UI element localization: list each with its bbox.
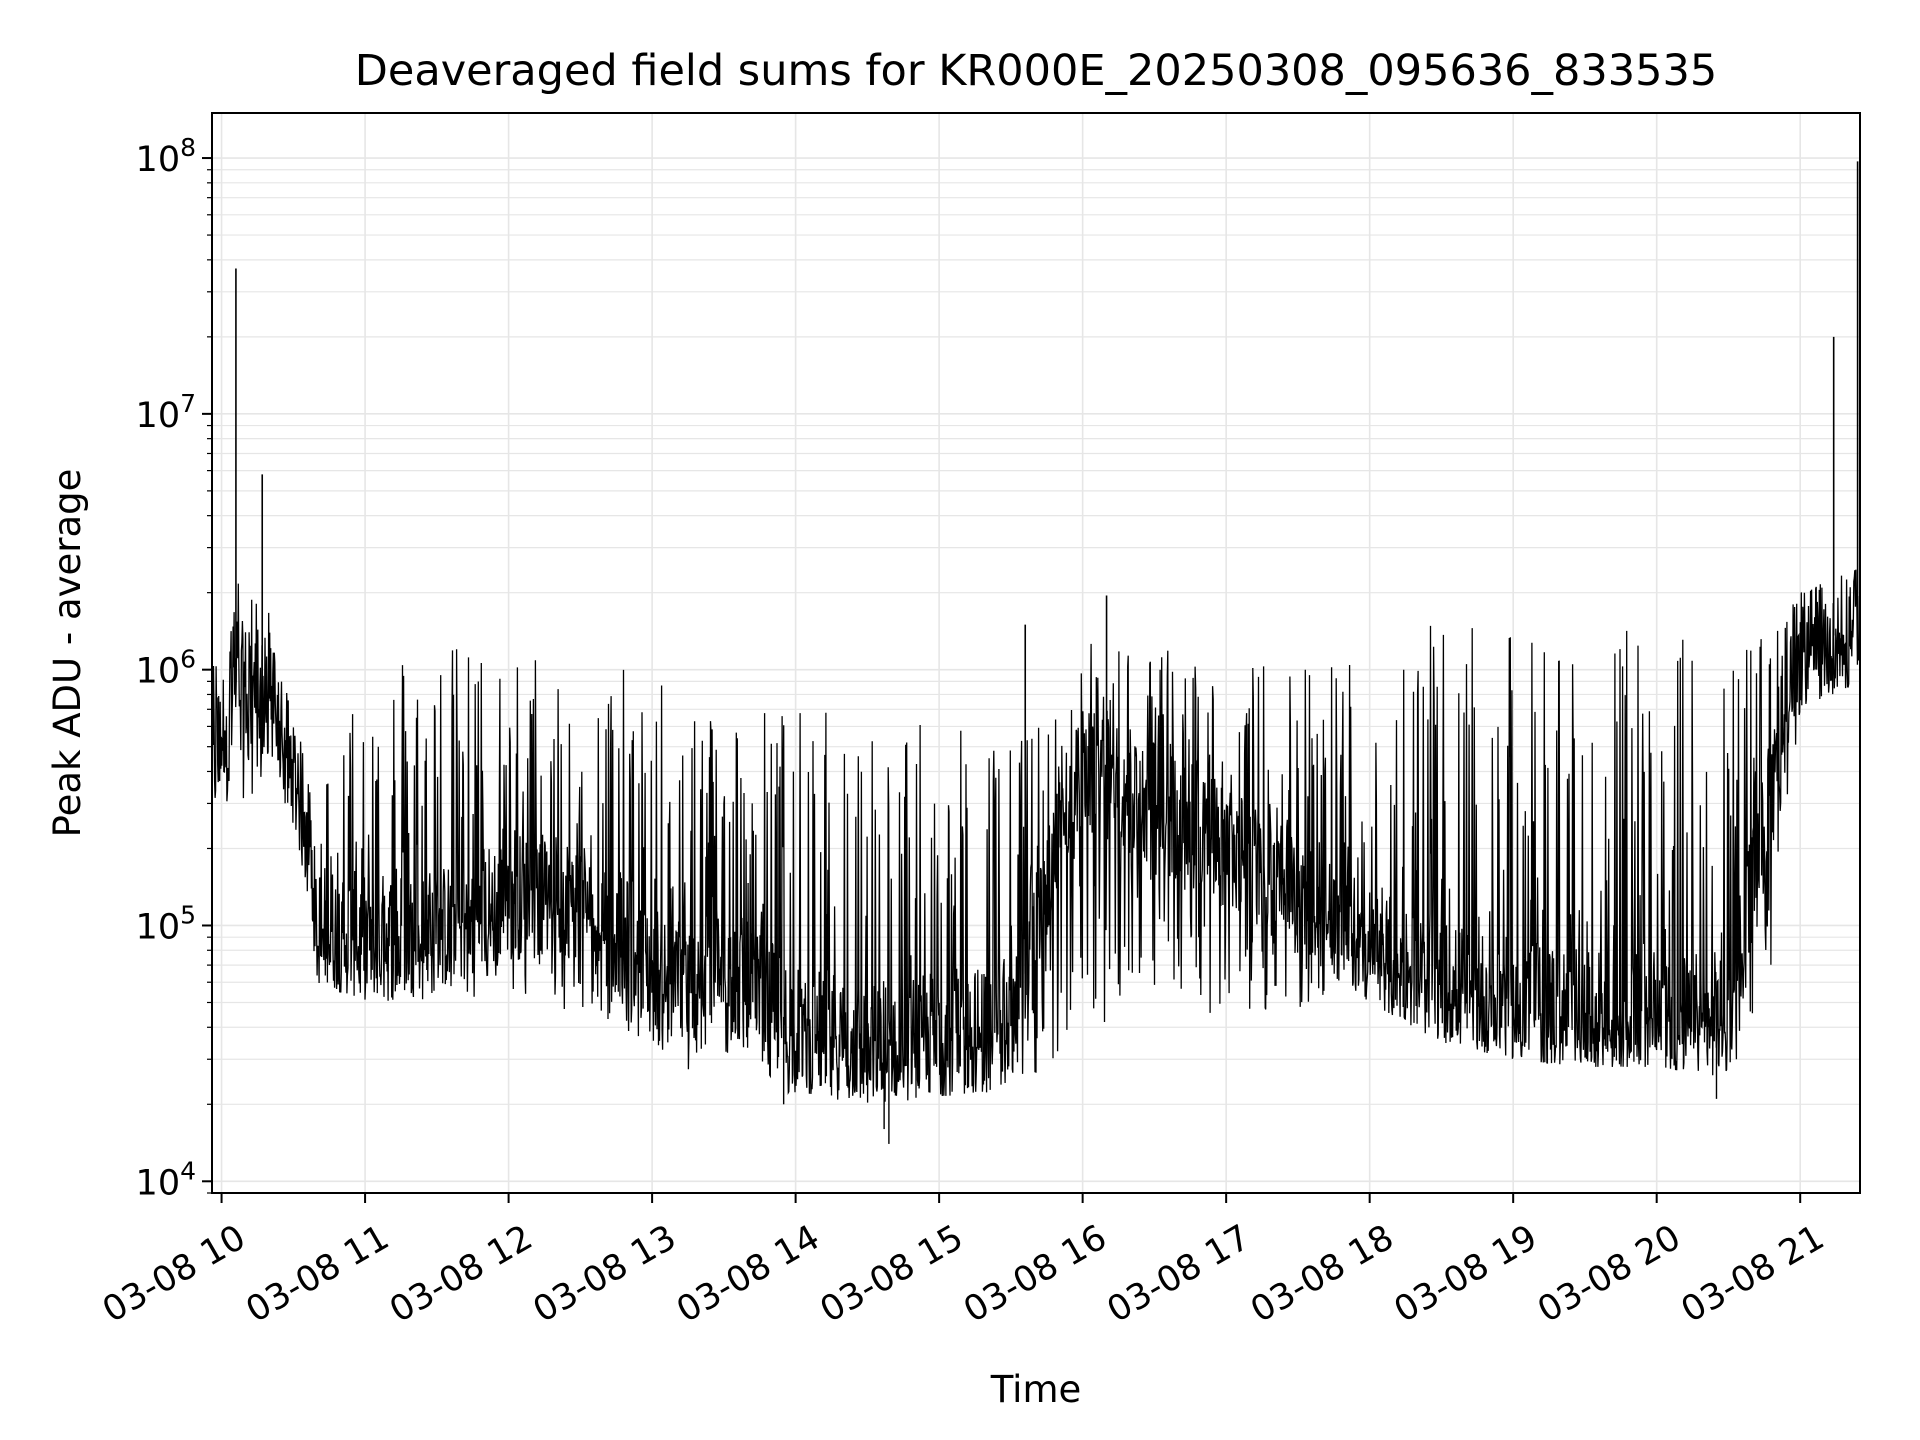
y-tick-exponent: 7 <box>180 389 196 418</box>
y-axis-label: Peak ADU - average <box>46 469 89 838</box>
plot-frame <box>211 112 1861 1194</box>
y-tick-exponent: 6 <box>180 645 196 674</box>
chart-title: Deaveraged field sums for KR000E_2025030… <box>355 46 1717 96</box>
series-line <box>211 569 1861 1103</box>
y-tick-exponent: 5 <box>180 900 196 929</box>
y-tick-exponent: 4 <box>180 1156 196 1185</box>
y-tick-exponent: 8 <box>180 133 196 162</box>
plot-area <box>211 161 1861 1144</box>
x-axis-label: Time <box>990 1368 1082 1411</box>
